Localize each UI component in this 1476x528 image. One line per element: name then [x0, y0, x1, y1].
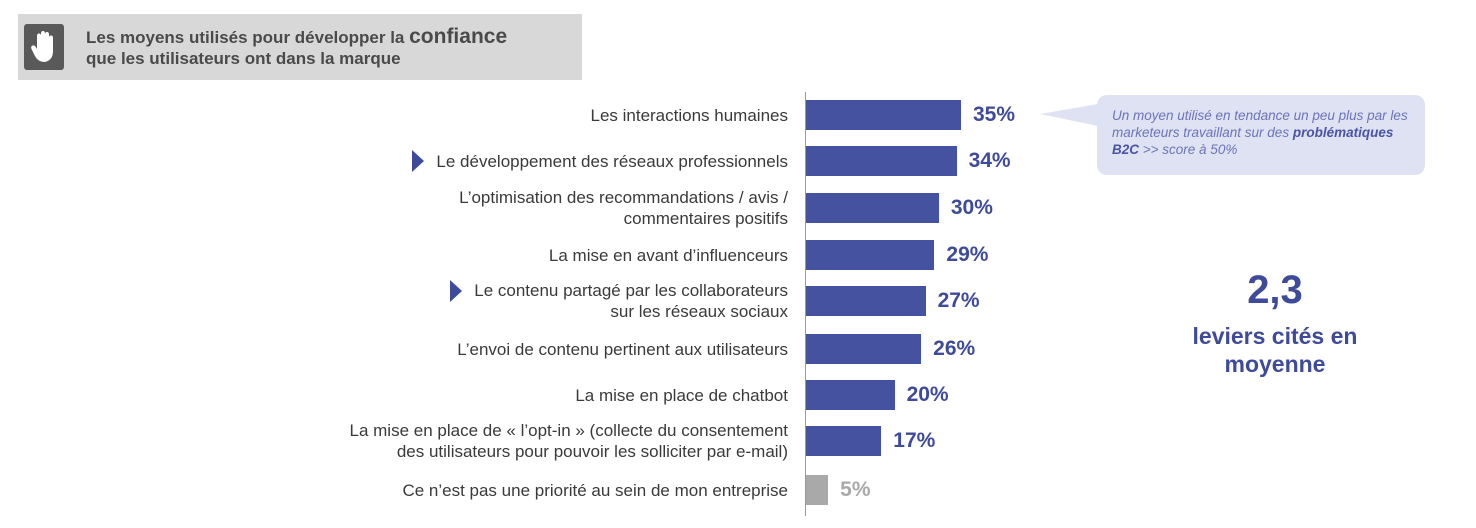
- callout-text-part1: Un moyen utilisé en tendance un peu plus…: [1112, 108, 1408, 140]
- average-label-line1: leviers cités en: [1192, 323, 1358, 349]
- value-label: 30%: [950, 196, 993, 219]
- bar: [806, 380, 895, 410]
- bar: [806, 100, 961, 130]
- category-label-line: L’optimisation des recommandations / avi…: [459, 188, 788, 207]
- title-highlight: confiance: [409, 25, 508, 48]
- value-label: 29%: [946, 243, 989, 266]
- category-label: La mise en avant d’influenceurs: [549, 245, 788, 266]
- bar: [806, 146, 957, 176]
- highlight-marker-icon: [412, 150, 425, 172]
- category-label-line: Le développement des réseaux professionn…: [436, 151, 788, 171]
- category-label-line: La mise en place de « l’opt-in » (collec…: [349, 421, 788, 440]
- callout-tail: [1040, 100, 1102, 135]
- callout-text-bold: problématiques B2C: [1112, 125, 1394, 157]
- average-label: leviers cités en moyenne: [1160, 322, 1390, 378]
- bar: [806, 286, 926, 316]
- category-label-line: des utilisateurs pour pouvoir les sollic…: [396, 442, 788, 461]
- category-label: Les interactions humaines: [590, 105, 788, 126]
- callout-box: Un moyen utilisé en tendance un peu plus…: [1097, 95, 1425, 175]
- category-label: La mise en place de « l’opt-in » (collec…: [350, 420, 788, 462]
- value-label: 27%: [937, 289, 980, 312]
- value-label: 26%: [933, 337, 976, 360]
- bar: [806, 334, 922, 364]
- callout-text: Un moyen utilisé en tendance un peu plus…: [1112, 107, 1417, 158]
- category-label-line: La mise en place de chatbot: [575, 385, 788, 405]
- category-label: Le contenu partagé par les collaborateur…: [474, 280, 788, 322]
- title-part1: Les moyens utilisés pour développer la: [86, 28, 410, 47]
- category-axis: [805, 92, 806, 516]
- hand-icon: [24, 24, 64, 70]
- value-label: 5%: [840, 478, 871, 501]
- category-label-line: sur les réseaux sociaux: [610, 302, 788, 321]
- category-label: L’envoi de contenu pertinent aux utilisa…: [457, 339, 788, 360]
- category-label: L’optimisation des recommandations / avi…: [459, 187, 788, 229]
- average-label-line2: moyenne: [1224, 351, 1326, 377]
- category-label-line: commentaires positifs: [623, 209, 788, 228]
- category-label: Le développement des réseaux professionn…: [436, 151, 788, 172]
- title-part2: que les utilisateurs ont dans la marque: [86, 49, 401, 68]
- header-box: Les moyens utilisés pour développer la c…: [18, 14, 582, 80]
- bar: [806, 193, 939, 223]
- category-label: La mise en place de chatbot: [575, 385, 788, 406]
- bar: [806, 426, 882, 456]
- value-label: 17%: [893, 429, 936, 452]
- category-label-line: La mise en avant d’influenceurs: [548, 245, 788, 265]
- chart-title: Les moyens utilisés pour développer la c…: [86, 26, 576, 69]
- value-label: 34%: [968, 149, 1011, 172]
- average-value: 2,3: [1247, 268, 1303, 312]
- category-label-line: L’envoi de contenu pertinent aux utilisa…: [457, 339, 788, 359]
- value-label: 20%: [906, 383, 949, 406]
- category-label: Ce n’est pas une priorité au sein de mon…: [402, 480, 788, 501]
- category-label-line: Le contenu partagé par les collaborateur…: [474, 281, 788, 300]
- highlight-marker-icon: [450, 279, 463, 302]
- category-label-line: Ce n’est pas une priorité au sein de mon…: [402, 480, 788, 500]
- bar: [806, 240, 935, 270]
- callout-text-part2: >> score à 50%: [1139, 142, 1238, 157]
- bar: [806, 475, 829, 505]
- value-label: 35%: [973, 103, 1016, 126]
- category-label-line: Les interactions humaines: [590, 105, 788, 125]
